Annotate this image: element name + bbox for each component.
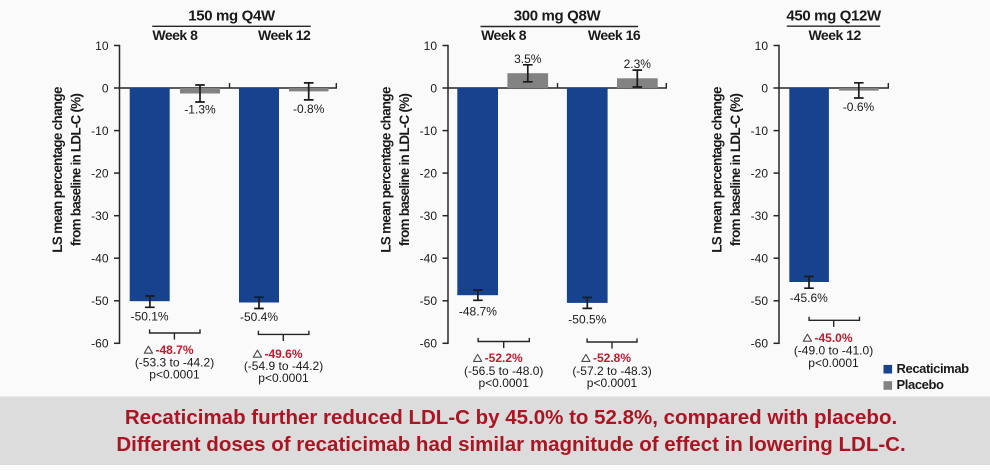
svg-text:-50: -50 [751,294,769,308]
svg-text:(-54.9 to -44.2): (-54.9 to -44.2) [244,359,323,373]
svg-text:p<0.0001: p<0.0001 [149,367,200,381]
svg-text:-50: -50 [91,294,109,308]
svg-text:10: 10 [95,39,109,53]
svg-text:10: 10 [424,39,438,53]
svg-text:Week 12: Week 12 [258,27,311,43]
svg-text:-10: -10 [91,124,109,138]
svg-text:-50.5%: -50.5% [568,312,606,326]
svg-text:2.3%: 2.3% [624,57,652,71]
svg-text:300 mg Q8W: 300 mg Q8W [514,8,602,25]
svg-text:LS mean percentage change: LS mean percentage change [50,86,65,253]
svg-text:-40: -40 [91,252,109,266]
svg-text:-0.8%: -0.8% [293,102,325,116]
svg-text:-40: -40 [420,252,438,266]
svg-text:-48.7%: -48.7% [155,343,193,357]
svg-text:(-53.3 to -44.2): (-53.3 to -44.2) [135,355,214,369]
svg-text:from baseline in LDL-C (%): from baseline in LDL-C (%) [69,94,84,247]
svg-text:-50.1%: -50.1% [131,310,169,324]
svg-text:p<0.0001: p<0.0001 [479,376,530,390]
svg-text:p<0.0001: p<0.0001 [587,376,638,390]
svg-text:Week 12: Week 12 [808,27,861,43]
svg-text:0: 0 [430,81,437,95]
svg-text:p<0.0001: p<0.0001 [258,371,309,385]
svg-text:-49.6%: -49.6% [264,347,302,361]
svg-text:from baseline in LDL-C (%): from baseline in LDL-C (%) [728,94,743,247]
svg-text:-50: -50 [420,294,438,308]
svg-text:LS mean percentage change: LS mean percentage change [378,86,393,253]
svg-text:-10: -10 [420,124,438,138]
svg-text:-60: -60 [91,337,109,351]
svg-text:(-57.2 to -48.3): (-57.2 to -48.3) [572,364,651,378]
svg-text:-40: -40 [751,252,769,266]
svg-text:0: 0 [102,81,109,95]
svg-text:Week 8: Week 8 [152,27,198,43]
svg-text:-50.4%: -50.4% [240,310,278,324]
svg-text:Placebo: Placebo [897,377,945,392]
svg-text:-60: -60 [751,337,769,351]
svg-text:3.5%: 3.5% [514,52,542,66]
svg-text:Recaticimab: Recaticimab [897,361,970,376]
svg-text:-30: -30 [420,209,438,223]
svg-text:-0.6%: -0.6% [843,100,875,114]
svg-text:-20: -20 [751,166,769,180]
svg-text:Week 16: Week 16 [588,27,641,43]
svg-text:Recaticimab further reduced LD: Recaticimab further reduced LDL-C by 45.… [125,406,897,429]
svg-text:from baseline in LDL-C (%): from baseline in LDL-C (%) [397,94,412,247]
svg-text:(-56.5 to -48.0): (-56.5 to -48.0) [464,364,543,378]
svg-text:Week 8: Week 8 [481,27,527,43]
svg-text:0: 0 [761,81,768,95]
svg-text:-52.8%: -52.8% [593,351,631,365]
svg-text:-45.6%: -45.6% [790,291,828,305]
svg-text:-1.3%: -1.3% [184,103,216,117]
svg-text:450 mg Q12W: 450 mg Q12W [786,8,882,25]
svg-text:-52.2%: -52.2% [485,351,523,365]
svg-text:-60: -60 [420,337,438,351]
svg-text:10: 10 [755,39,769,53]
svg-text:-20: -20 [420,166,438,180]
svg-text:150 mg Q4W: 150 mg Q4W [188,8,276,25]
svg-text:-30: -30 [751,209,769,223]
svg-text:-10: -10 [751,124,769,138]
svg-text:(-49.0 to -41.0): (-49.0 to -41.0) [794,344,873,358]
svg-text:-45.0%: -45.0% [814,331,852,345]
svg-text:p<0.0001: p<0.0001 [808,356,859,370]
svg-text:-48.7%: -48.7% [459,305,497,319]
svg-text:-30: -30 [91,209,109,223]
svg-text:Different doses of recaticimab: Different doses of recaticimab had simil… [116,433,905,456]
svg-text:-20: -20 [91,166,109,180]
svg-text:LS mean percentage change: LS mean percentage change [709,86,724,253]
